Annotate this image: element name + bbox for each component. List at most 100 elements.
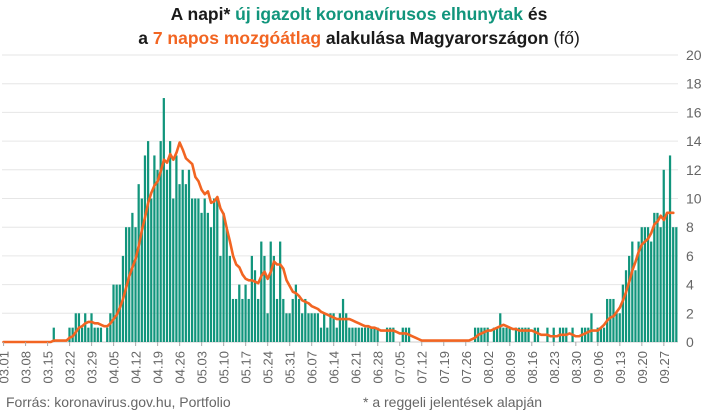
deaths-bar <box>345 313 348 342</box>
deaths-bar <box>172 198 175 342</box>
deaths-bar <box>329 313 332 342</box>
deaths-bar <box>389 327 392 342</box>
deaths-bar <box>628 255 631 342</box>
deaths-bar <box>118 284 121 342</box>
x-tick-label: 04.05 <box>107 351 122 384</box>
deaths-bar <box>536 327 540 342</box>
deaths-bar <box>357 327 360 342</box>
x-tick-label: 09.06 <box>591 351 606 384</box>
deaths-bar <box>291 298 294 342</box>
deaths-bar <box>288 313 291 342</box>
deaths-bar <box>527 327 530 342</box>
deaths-bar <box>646 227 650 342</box>
deaths-bar <box>260 241 263 342</box>
x-tick-label: 03.29 <box>85 351 100 384</box>
x-tick-label: 04.19 <box>151 351 166 384</box>
deaths-bar <box>615 313 618 342</box>
deaths-bar <box>310 313 313 342</box>
y-tick-label: 18 <box>686 76 702 92</box>
deaths-bar <box>165 169 169 342</box>
x-tick-label: 07.19 <box>437 351 452 384</box>
deaths-bar <box>191 198 194 342</box>
deaths-bar <box>508 327 511 342</box>
deaths-bar <box>624 270 628 342</box>
deaths-bar <box>178 184 181 342</box>
y-tick-label: 2 <box>686 305 694 321</box>
deaths-bar <box>659 227 662 342</box>
deaths-bar <box>599 327 602 342</box>
x-tick-label: 06.28 <box>371 351 386 384</box>
deaths-bar <box>514 327 518 342</box>
deaths-bar <box>316 313 320 342</box>
x-tick-label: 08.30 <box>569 351 584 384</box>
deaths-bar <box>285 313 288 342</box>
y-tick-label: 6 <box>686 248 694 264</box>
deaths-bar <box>668 155 672 342</box>
deaths-bar <box>587 327 590 342</box>
deaths-bar <box>521 327 524 342</box>
x-tick-label: 08.02 <box>481 351 496 384</box>
deaths-bar <box>502 327 505 342</box>
deaths-bar <box>106 327 109 342</box>
deaths-bar <box>150 198 153 342</box>
deaths-bar <box>672 227 675 342</box>
deaths-bar <box>341 298 345 342</box>
deaths-bar <box>313 313 316 342</box>
source-note: Forrás: koronavirus.gov.hu, Portfolio <box>6 394 231 410</box>
deaths-bar <box>244 284 247 342</box>
deaths-bar <box>159 141 162 342</box>
deaths-bar <box>492 327 496 342</box>
x-tick-label: 06.21 <box>349 351 364 384</box>
deaths-bar <box>156 169 159 342</box>
deaths-bar <box>621 284 624 342</box>
deaths-bar <box>197 198 200 342</box>
deaths-bar <box>653 212 656 342</box>
deaths-bar <box>84 313 87 342</box>
y-tick-label: 10 <box>686 191 702 207</box>
deaths-bar <box>257 298 260 342</box>
x-tick-label: 05.10 <box>217 351 232 384</box>
deaths-bar <box>235 298 238 342</box>
deaths-bar <box>263 255 266 342</box>
x-tick-label: 06.14 <box>327 351 342 384</box>
x-tick-label: 05.03 <box>195 351 210 384</box>
deaths-bar <box>200 212 203 342</box>
deaths-bar <box>363 327 367 342</box>
x-tick-label: 05.24 <box>261 351 276 384</box>
moving-average-line <box>2 141 675 344</box>
deaths-bar <box>68 327 71 342</box>
deaths-bar <box>206 212 209 342</box>
x-tick-label: 05.17 <box>239 351 254 384</box>
deaths-bar <box>495 327 499 342</box>
deaths-bar <box>486 327 489 342</box>
title-average-highlight: 7 napos mozgóátlag <box>152 28 322 48</box>
x-tick-label: 04.12 <box>129 351 144 384</box>
deaths-bar <box>643 227 647 342</box>
x-tick-label: 03.15 <box>41 351 56 384</box>
y-tick-label: 8 <box>686 219 694 235</box>
y-tick-label: 12 <box>686 162 702 178</box>
title-line-1: A napi* új igazolt koronavírusos elhunyt… <box>170 4 548 24</box>
deaths-bar <box>228 255 231 342</box>
x-tick-label: 09.27 <box>657 351 672 384</box>
deaths-bar <box>225 227 228 342</box>
deaths-bar <box>231 298 235 342</box>
x-tick-label: 09.20 <box>635 351 650 384</box>
deaths-bar <box>93 327 96 342</box>
deaths-bar <box>275 298 279 342</box>
x-axis: 03.01 03.08 03.15 03.22 03.29 04.05 04.12 04.19… <box>0 342 672 384</box>
deaths-bar <box>307 313 310 342</box>
deaths-bar <box>194 198 197 342</box>
title-deaths-highlight: új igazolt koronavírusos elhunytak <box>235 4 523 24</box>
deaths-bar <box>319 327 323 342</box>
deaths-bar <box>612 298 615 342</box>
deaths-bar <box>297 298 301 342</box>
y-axis: 0 2 4 6 8 10 12 14 16 18 20 <box>686 47 702 350</box>
deaths-bar <box>552 327 555 342</box>
x-tick-label: 03.01 <box>0 351 12 384</box>
deaths-bar <box>348 327 351 342</box>
deaths-bar <box>370 327 373 342</box>
deaths-bar <box>367 327 370 342</box>
deaths-bar <box>168 141 172 342</box>
